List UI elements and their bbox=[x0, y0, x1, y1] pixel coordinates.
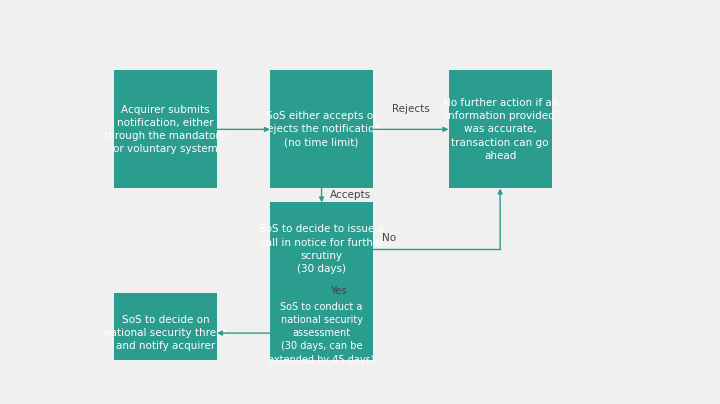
Text: SoS to decide on
national security threat
and notify acquirer: SoS to decide on national security threa… bbox=[104, 315, 227, 351]
Text: SoS to decide to issue a
call in notice for further
scrutiny
(30 days): SoS to decide to issue a call in notice … bbox=[259, 224, 384, 274]
Text: No further action if all
information provided
was accurate,
transaction can go
a: No further action if all information pro… bbox=[443, 98, 557, 161]
FancyBboxPatch shape bbox=[449, 70, 552, 188]
Text: SoS either accepts or
rejects the notification
(no time limit): SoS either accepts or rejects the notifi… bbox=[263, 111, 381, 147]
Text: Yes: Yes bbox=[330, 286, 347, 296]
FancyBboxPatch shape bbox=[270, 286, 373, 380]
Text: No: No bbox=[382, 233, 396, 243]
FancyBboxPatch shape bbox=[270, 202, 373, 296]
Text: Acquirer submits
notification, either
through the mandatory
or voluntary system: Acquirer submits notification, either th… bbox=[104, 105, 226, 154]
FancyBboxPatch shape bbox=[114, 70, 217, 188]
Text: Accepts: Accepts bbox=[330, 190, 371, 200]
FancyBboxPatch shape bbox=[114, 292, 217, 374]
FancyBboxPatch shape bbox=[270, 70, 373, 188]
Text: Rejects: Rejects bbox=[392, 104, 430, 114]
Text: SoS to conduct a
national security
assessment
(30 days, can be
extended by 45 da: SoS to conduct a national security asses… bbox=[269, 302, 375, 364]
